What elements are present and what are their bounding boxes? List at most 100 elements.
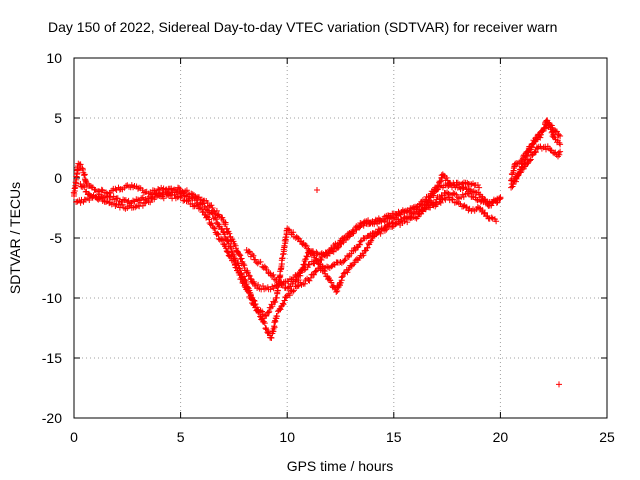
data-point	[222, 221, 229, 228]
data-point	[312, 268, 319, 275]
x-tick-label: 5	[177, 429, 185, 445]
data-point	[164, 191, 171, 198]
data-point	[302, 242, 309, 249]
data-point	[368, 237, 375, 244]
data-point	[459, 180, 466, 187]
data-point	[81, 172, 88, 179]
data-point	[524, 153, 531, 160]
data-point	[523, 152, 530, 159]
data-point	[364, 244, 371, 251]
data-point	[269, 273, 276, 279]
data-point	[285, 284, 292, 291]
data-point	[371, 221, 378, 228]
data-point	[532, 149, 539, 156]
data-point	[245, 272, 252, 279]
data-point	[481, 209, 488, 216]
data-layer	[70, 117, 564, 388]
data-point	[261, 320, 268, 327]
data-point	[236, 251, 243, 258]
y-tick-label: 5	[54, 110, 62, 126]
data-point	[208, 202, 215, 209]
data-point	[71, 191, 78, 197]
data-point	[515, 170, 522, 177]
data-point	[178, 193, 185, 199]
data-point	[555, 131, 562, 138]
tick-layer: 0 5 10 15 20 25 -20 -15 -10 -5 0 5 10	[42, 50, 615, 445]
data-point	[306, 261, 313, 268]
data-point	[519, 164, 525, 171]
data-point	[111, 200, 117, 207]
data-point	[464, 179, 471, 186]
data-point	[437, 195, 444, 202]
data-point	[496, 195, 503, 202]
data-point	[297, 272, 304, 279]
data-point	[266, 308, 273, 315]
x-tick-label: 0	[70, 429, 78, 445]
data-point	[474, 182, 481, 188]
data-point	[252, 256, 259, 263]
data-point	[263, 312, 270, 319]
data-point	[219, 225, 226, 232]
data-point	[78, 183, 85, 190]
data-point	[135, 185, 141, 192]
data-point	[449, 182, 455, 189]
data-point	[200, 208, 207, 215]
data-point	[350, 230, 357, 237]
data-point	[339, 273, 346, 280]
y-tick-label: -5	[50, 230, 63, 246]
data-point	[328, 279, 335, 286]
data-point	[209, 205, 216, 211]
data-point	[336, 281, 343, 288]
data-point	[239, 279, 246, 286]
data-point	[488, 214, 495, 221]
data-point	[246, 273, 253, 279]
data-point	[476, 184, 483, 191]
data-point	[342, 256, 349, 263]
data-point	[301, 280, 308, 287]
data-point	[344, 269, 351, 276]
data-point	[554, 137, 561, 144]
data-point	[377, 230, 384, 237]
data-point	[286, 292, 293, 299]
data-point	[277, 306, 284, 313]
data-point	[356, 241, 363, 248]
data-point	[123, 182, 129, 189]
data-point	[392, 214, 399, 221]
data-point	[81, 184, 88, 191]
data-point	[421, 206, 428, 212]
data-point	[254, 306, 261, 313]
data-point	[119, 201, 126, 208]
data-point	[349, 230, 356, 237]
data-point	[413, 204, 420, 211]
data-point	[287, 283, 293, 290]
data-point	[536, 132, 543, 139]
data-point	[95, 196, 102, 203]
data-point	[214, 230, 221, 237]
data-point	[281, 244, 288, 251]
data-point	[265, 309, 272, 316]
data-point	[273, 313, 280, 320]
data-point	[193, 197, 200, 204]
data-point	[314, 187, 320, 193]
data-point	[124, 199, 131, 205]
data-point	[303, 253, 310, 260]
data-point	[264, 329, 271, 336]
data-point	[250, 252, 257, 259]
data-point	[381, 227, 388, 234]
data-point	[245, 248, 252, 255]
data-point	[526, 157, 533, 164]
data-point	[223, 245, 229, 252]
chart-title: Day 150 of 2022, Sidereal Day-to-day VTE…	[48, 19, 557, 35]
data-point	[318, 257, 325, 263]
data-point	[338, 274, 345, 281]
data-point	[240, 261, 247, 267]
data-point	[442, 190, 449, 197]
data-point	[338, 235, 345, 242]
y-tick-label: -15	[42, 350, 62, 366]
x-tick-label: 10	[279, 429, 295, 445]
data-point	[528, 141, 535, 148]
data-point	[432, 199, 439, 206]
data-point	[404, 219, 411, 226]
data-point	[304, 253, 311, 260]
